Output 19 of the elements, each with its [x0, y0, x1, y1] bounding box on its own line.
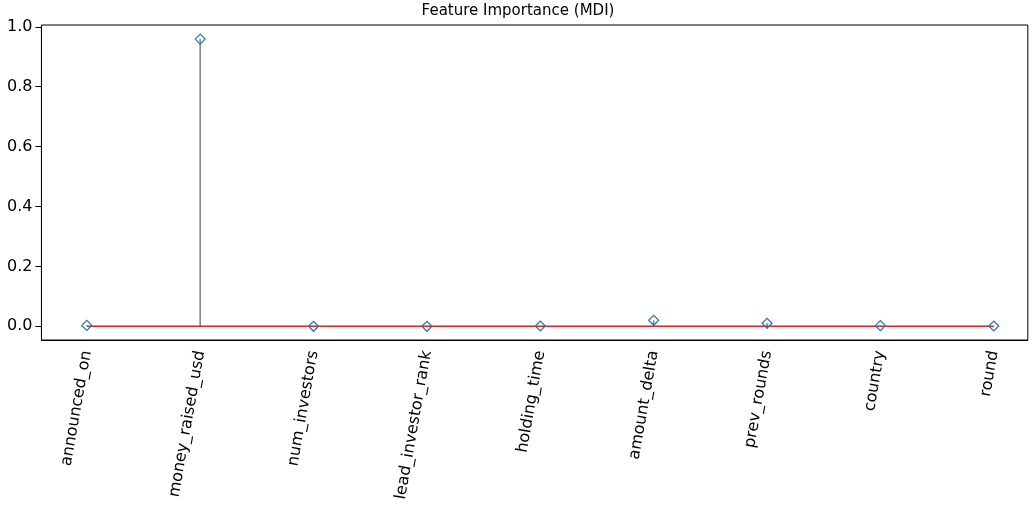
point [988, 320, 1000, 332]
x-tick-label: round [975, 348, 1002, 398]
point [307, 320, 320, 332]
point [761, 317, 773, 329]
y-tick-label: 1.0 [6, 16, 33, 36]
y-tick-label: 0.2 [6, 255, 33, 275]
y-tick-label: 0.6 [6, 135, 33, 155]
point [194, 33, 206, 45]
point [81, 319, 93, 331]
point [421, 320, 433, 332]
y-tick-label: 0.0 [6, 315, 33, 335]
point [648, 314, 660, 326]
chart-title: Feature Importance (MDI) [421, 0, 615, 19]
y-tick-label: 0.4 [6, 195, 33, 215]
point [874, 320, 887, 332]
x-tick-label: country [859, 348, 889, 413]
x-tick-label: prev_rounds [739, 348, 777, 450]
point [534, 320, 546, 332]
y-tick-label: 0.8 [6, 76, 33, 96]
